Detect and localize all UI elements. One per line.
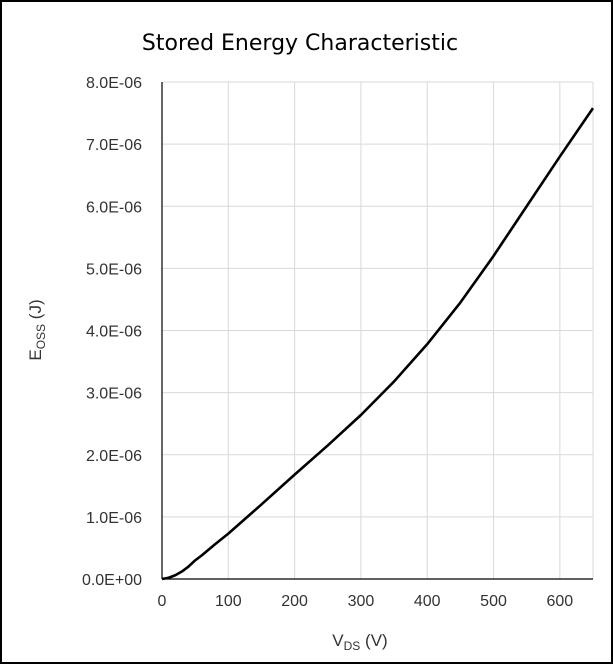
y-tick-label: 7.0E-06 [86,137,142,154]
axis-layer [161,82,593,580]
x-tick-label: 300 [348,593,375,610]
x-tick-label: 200 [281,593,308,610]
y-tick-label: 2.0E-06 [86,448,142,465]
y-axis-label-sub: OSS [34,324,48,349]
x-tick-label: 0 [158,593,167,610]
y-axis-label-main: E [26,349,45,360]
x-axis-label: VDS (V) [332,631,387,653]
x-axis-label-unit: (V) [360,631,387,650]
x-tick-label: 100 [215,593,242,610]
y-tick-label: 1.0E-06 [86,510,142,527]
y-axis-label: EOSS (J) [26,299,48,360]
x-tick-label: 400 [414,593,441,610]
x-tick-label: 500 [480,593,507,610]
tick-label-layer: 0 100 200 300 400 500 600 0.0E+00 1.0E-06 2.0E-06… [82,75,573,610]
y-tick-label: 6.0E-06 [86,199,142,216]
energy-curve-line [161,107,595,581]
y-tick-label: 0.0E+00 [82,572,142,589]
y-axis-label-unit: (J) [26,299,45,324]
series-layer [161,107,595,581]
x-axis-label-main: V [332,631,344,650]
y-tick-label: 8.0E-06 [86,75,142,92]
x-tick-label: 600 [546,593,573,610]
y-tick-label: 4.0E-06 [86,324,142,341]
chart-title: Stored Energy Characteristic [142,31,458,56]
y-tick-label: 3.0E-06 [86,386,142,403]
grid-layer [162,81,594,579]
y-tick-label: 5.0E-06 [86,261,142,278]
x-axis-label-sub: DS [344,639,361,653]
